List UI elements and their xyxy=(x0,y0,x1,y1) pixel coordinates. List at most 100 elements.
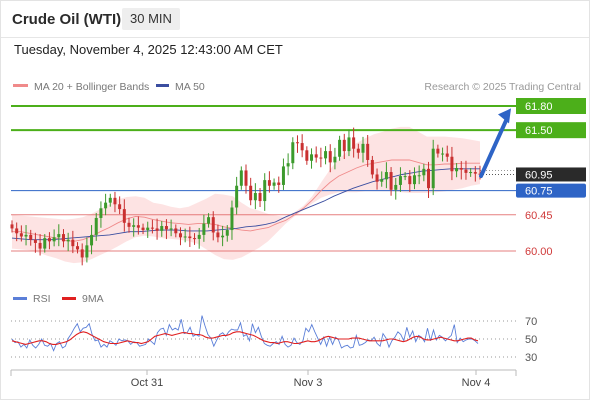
pivot-tag xyxy=(516,183,586,198)
candle-body xyxy=(85,245,89,258)
candle-body xyxy=(436,148,440,154)
candle-body xyxy=(427,168,431,189)
candle-body xyxy=(258,193,262,202)
candle-body xyxy=(267,180,271,186)
candle-body xyxy=(221,235,225,238)
rsi-panel: 70 50 30 xyxy=(11,315,537,364)
candle-body xyxy=(384,172,388,180)
candle-body xyxy=(169,228,173,230)
rsi-ma-line xyxy=(11,331,479,345)
candle-body xyxy=(417,175,421,177)
candle-body xyxy=(71,239,75,247)
candle-body xyxy=(352,137,356,149)
candle-body xyxy=(178,233,182,238)
candlesticks xyxy=(10,127,482,266)
candle-body xyxy=(431,148,435,189)
candle-body xyxy=(193,238,197,240)
candle-body xyxy=(90,234,94,246)
pivot-label: 60.75 xyxy=(525,186,553,198)
moving-averages xyxy=(11,159,480,242)
candle-body xyxy=(160,226,164,231)
candle-body xyxy=(174,228,178,234)
bollinger-bands xyxy=(12,126,480,264)
current-price-tag xyxy=(516,167,586,182)
bollinger-band-area xyxy=(12,126,480,264)
candle-body xyxy=(146,227,150,231)
ma50-line xyxy=(11,168,480,241)
credit-label: Research © 2025 Trading Central xyxy=(424,81,581,93)
candle-body xyxy=(370,159,374,175)
candle-body xyxy=(366,143,370,160)
rsi-tick-label: 50 xyxy=(525,334,537,346)
support-label: 60.45 xyxy=(525,210,553,222)
candle-body xyxy=(464,169,468,173)
candle-body xyxy=(333,156,337,163)
candle-body xyxy=(76,246,80,250)
candle-body xyxy=(459,168,463,170)
rsi-ma-legend-swatch xyxy=(62,297,76,300)
candle-body xyxy=(141,227,145,231)
candle-body xyxy=(473,172,477,174)
candle-body xyxy=(249,185,253,201)
timestamp: Tuesday, November 4, 2025 12:43:00 AM CE… xyxy=(14,42,283,57)
support-label: 60.00 xyxy=(525,246,553,258)
candle-body xyxy=(469,172,473,174)
candle-body xyxy=(272,182,276,186)
instrument-title: Crude Oil (WTI) xyxy=(12,11,122,28)
candle-body xyxy=(211,217,215,233)
candle-body xyxy=(455,168,459,172)
candle-body xyxy=(300,143,304,151)
chart-header: Crude Oil (WTI) 30 MIN xyxy=(1,1,589,38)
candle-body xyxy=(286,163,290,167)
candle-body xyxy=(342,139,346,152)
candle-body xyxy=(253,193,257,201)
candle-body xyxy=(104,202,108,209)
candle-body xyxy=(441,153,445,155)
candle-body xyxy=(136,225,140,228)
rsi-line xyxy=(11,315,479,352)
candle-body xyxy=(361,143,365,153)
rsi-ma-legend-label: 9MA xyxy=(82,293,104,305)
candle-body xyxy=(155,228,159,231)
x-tick-label: Oct 31 xyxy=(131,377,163,389)
candle-body xyxy=(202,223,206,235)
candle-body xyxy=(94,217,98,235)
candle-body xyxy=(422,168,426,176)
rsi-tick-label: 30 xyxy=(525,352,537,364)
candle-body xyxy=(122,209,126,223)
resistance-label: 61.80 xyxy=(525,101,553,113)
main-legend: MA 20 + Bollinger Bands MA 50 Research ©… xyxy=(13,81,581,93)
candle-body xyxy=(328,151,332,163)
ma20-line xyxy=(12,159,480,242)
candle-body xyxy=(305,150,309,161)
candle-body xyxy=(61,234,65,242)
candle-body xyxy=(113,197,117,205)
candle-body xyxy=(324,151,328,159)
candle-body xyxy=(235,185,239,208)
candle-body xyxy=(197,234,201,239)
rsi-legend: RSI 9MA xyxy=(13,293,104,305)
candle-body xyxy=(375,174,379,182)
time-axis: Oct 31 Nov 3 Nov 4 xyxy=(10,369,517,389)
candle-body xyxy=(403,176,407,178)
rsi-legend-swatch xyxy=(13,297,27,300)
forecast-arrow xyxy=(479,108,511,179)
candle-body xyxy=(108,197,112,203)
candle-body xyxy=(263,180,267,202)
interval-selector[interactable]: 30 MIN xyxy=(122,8,180,30)
rsi-legend-label: RSI xyxy=(33,293,51,305)
candle-body xyxy=(380,179,384,182)
candle-body xyxy=(295,142,299,144)
rsi-tick-label: 70 xyxy=(525,316,537,328)
candle-body xyxy=(450,156,454,172)
candle-body xyxy=(57,234,61,238)
candle-body xyxy=(408,176,412,185)
candle-body xyxy=(164,226,168,230)
candle-body xyxy=(445,153,449,157)
candle-body xyxy=(291,142,295,164)
candle-body xyxy=(127,222,131,227)
ma20-legend-swatch xyxy=(13,84,28,87)
candle-body xyxy=(216,232,220,238)
x-tick-label: Nov 3 xyxy=(294,377,323,389)
